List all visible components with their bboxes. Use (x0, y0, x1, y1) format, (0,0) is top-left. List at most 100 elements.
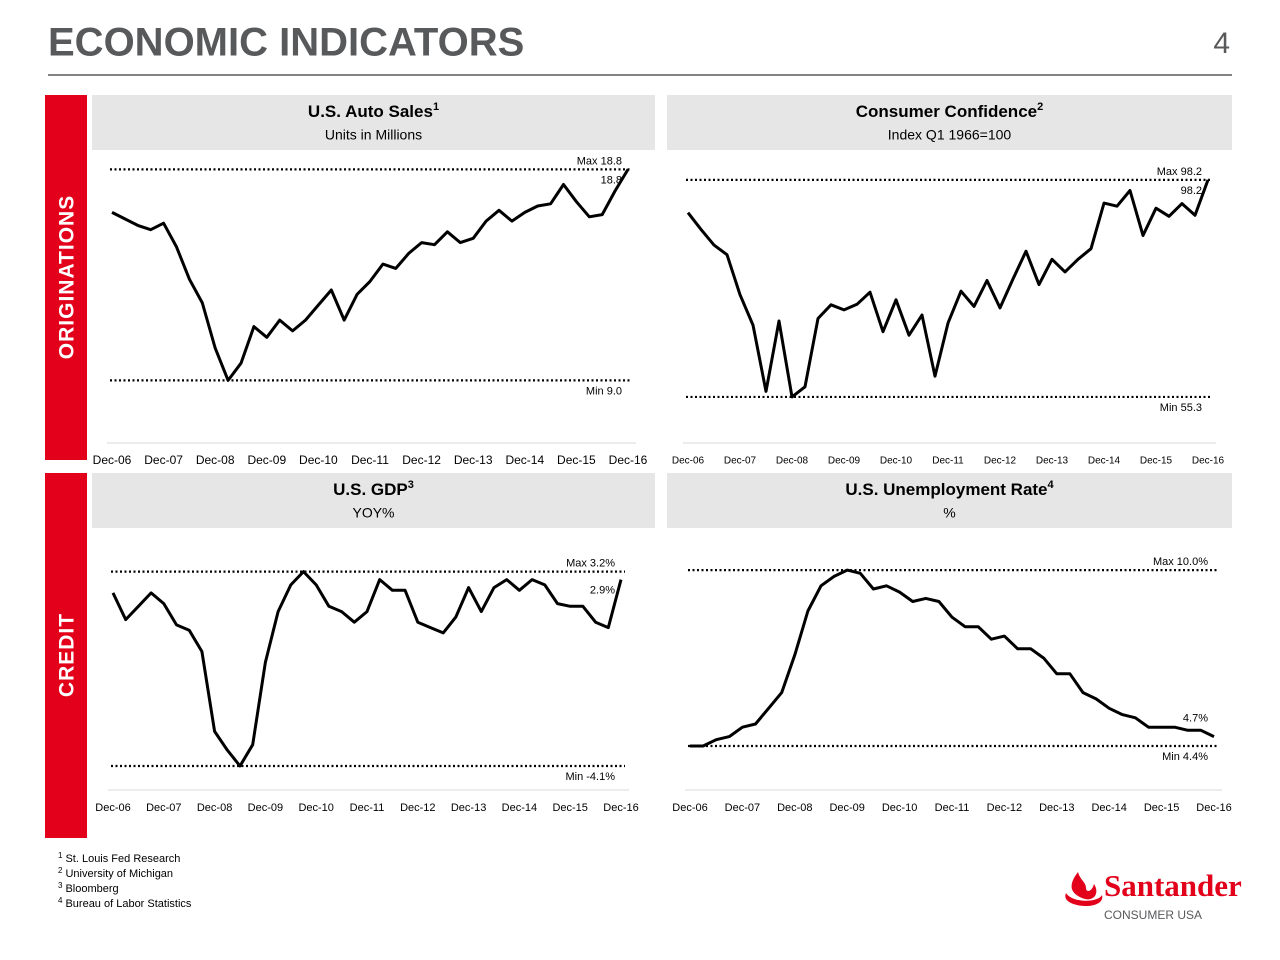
footnote: 1 St. Louis Fed Research (58, 851, 180, 865)
chart-title-note: 4 (1048, 479, 1055, 491)
chart-title-note: 1 (433, 101, 439, 113)
section-bar (45, 473, 87, 838)
chart-title-text: U.S. GDP (333, 480, 408, 499)
footnote-mark: 1 (58, 851, 63, 860)
x-tick-label: Dec-15 (1144, 802, 1179, 814)
footnote-mark: 3 (58, 881, 63, 890)
reference-label: Max 3.2% (566, 558, 615, 570)
x-tick-label: Dec-15 (557, 453, 596, 467)
x-tick-label: Dec-13 (1036, 456, 1069, 467)
x-tick-label: Dec-15 (1140, 456, 1173, 467)
x-tick-label: Dec-12 (402, 453, 441, 467)
chart-title: U.S. Unemployment Rate4 (845, 479, 1054, 500)
x-tick-label: Dec-13 (451, 802, 486, 814)
x-tick-label: Dec-06 (95, 802, 130, 814)
x-tick-label: Dec-09 (829, 802, 864, 814)
data-label: 98.2 (1181, 185, 1202, 197)
chart-title: U.S. GDP3 (333, 479, 414, 500)
x-tick-label: Dec-12 (987, 802, 1022, 814)
data-line (690, 568, 1215, 748)
logo-flame (1071, 872, 1097, 900)
x-tick-label: Dec-12 (984, 456, 1017, 467)
x-tick-label: Dec-10 (880, 456, 913, 467)
slide-title: ECONOMIC INDICATORS (48, 21, 524, 65)
x-tick-label: Dec-13 (454, 453, 493, 467)
x-tick-label: Dec-11 (351, 453, 389, 467)
section-bar (45, 95, 87, 460)
x-tick-label: Dec-10 (882, 802, 917, 814)
reference-label: Max 98.2 (1157, 166, 1202, 178)
logo-flame (1065, 893, 1103, 906)
x-tick-label: Dec-16 (1192, 456, 1225, 467)
logo-subtitle: CONSUMER USA (1104, 908, 1202, 922)
x-tick-label: Dec-09 (247, 453, 286, 467)
footnote-text: Bureau of Labor Statistics (65, 898, 191, 910)
x-tick-label: Dec-14 (1091, 802, 1126, 814)
x-tick-label: Dec-16 (603, 802, 638, 814)
x-tick-label: Dec-11 (932, 456, 964, 467)
footnote: 2 University of Michigan (58, 866, 173, 880)
footnote-mark: 4 (58, 896, 63, 905)
reference-label: Max 10.0% (1153, 556, 1208, 568)
chart-title: Consumer Confidence2 (856, 101, 1043, 122)
x-tick-label: Dec-13 (1039, 802, 1074, 814)
reference-label: Max 18.8 (577, 155, 622, 167)
footnote-mark: 2 (58, 866, 63, 875)
chart-panel: U.S. Unemployment Rate4% Dec-06 Dec-07 Dec-… (667, 473, 1232, 814)
x-tick-label: Dec-11 (350, 802, 385, 814)
data-label: 4.7% (1183, 713, 1208, 725)
panel-header (92, 95, 655, 150)
section-label: CREDIT (56, 613, 79, 697)
x-tick-label: Dec-09 (828, 456, 861, 467)
footnote: 4 Bureau of Labor Statistics (58, 896, 192, 910)
section-label: ORIGINATIONS (56, 195, 79, 359)
panel-header (667, 95, 1232, 150)
x-tick-label: Dec-07 (146, 802, 181, 814)
chart-subtitle: % (943, 505, 955, 521)
x-tick-label: Dec-08 (776, 456, 809, 467)
footnote-text: University of Michigan (65, 868, 173, 880)
x-tick-label: Dec-14 (502, 802, 537, 814)
reference-label: Min 55.3 (1160, 402, 1202, 414)
x-tick-label: Dec-15 (552, 802, 587, 814)
logo-name: Santander (1104, 868, 1242, 903)
logo: Santander CONSUMER USA (1065, 868, 1242, 922)
reference-label: Min 9.0 (586, 385, 622, 397)
x-tick-label: Dec-08 (777, 802, 812, 814)
x-tick-label: Dec-07 (724, 456, 757, 467)
chart-title-text: U.S. Auto Sales (308, 102, 433, 121)
reference-label: Min -4.1% (565, 771, 615, 783)
footnote-text: St. Louis Fed Research (65, 853, 180, 865)
data-label: 2.9% (590, 585, 615, 597)
x-tick-label: Dec-08 (196, 453, 235, 467)
panel-header (667, 473, 1232, 528)
data-line (111, 168, 630, 382)
chart-subtitle: Units in Millions (325, 127, 422, 143)
chart-subtitle: YOY% (352, 505, 394, 521)
chart-title-text: Consumer Confidence (856, 102, 1037, 121)
x-tick-label: Dec-07 (725, 802, 760, 814)
chart-panel: Consumer Confidence2 Index Q1 1966=100 Dec… (667, 95, 1232, 467)
x-tick-label: Dec-07 (144, 453, 183, 467)
chart-subtitle: Index Q1 1966=100 (888, 127, 1012, 143)
x-tick-label: Dec-06 (672, 802, 707, 814)
x-tick-label: Dec-08 (197, 802, 232, 814)
chart-title-text: U.S. Unemployment Rate (845, 480, 1047, 499)
x-tick-label: Dec-06 (93, 453, 132, 467)
chart-title: U.S. Auto Sales1 (308, 101, 439, 122)
x-tick-label: Dec-14 (505, 453, 544, 467)
x-tick-label: Dec-12 (400, 802, 435, 814)
chart-title-note: 2 (1037, 101, 1043, 113)
reference-label: Min 4.4% (1162, 751, 1208, 763)
x-tick-label: Dec-10 (299, 453, 338, 467)
footnote-text: Bloomberg (65, 883, 118, 895)
x-tick-label: Dec-11 (935, 802, 970, 814)
x-tick-label: Dec-16 (609, 453, 648, 467)
data-line (111, 570, 623, 768)
data-line (686, 179, 1210, 399)
x-tick-label: Dec-06 (672, 456, 705, 467)
x-tick-label: Dec-09 (248, 802, 283, 814)
data-label: 18.8 (601, 174, 622, 186)
x-tick-label: Dec-10 (298, 802, 333, 814)
